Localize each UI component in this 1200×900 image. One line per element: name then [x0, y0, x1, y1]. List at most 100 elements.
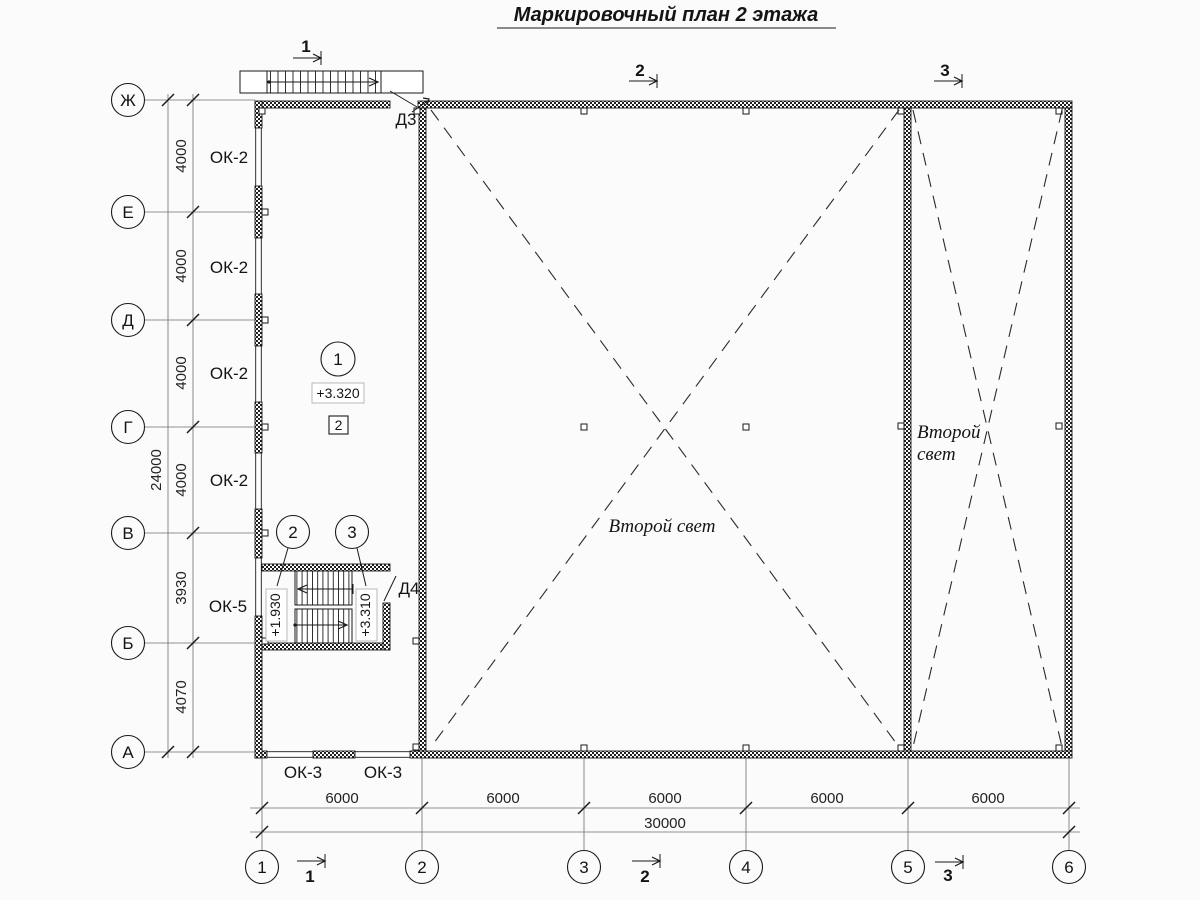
axis-col-label: 1 [257, 858, 266, 877]
door-d4-label: Д4 [399, 579, 420, 598]
left-wall-pier [254, 293, 263, 347]
window-ok3 [266, 751, 314, 758]
axis-row-label: Ж [120, 91, 136, 110]
axis-col-label: 2 [417, 858, 426, 877]
axis5-wall [903, 107, 912, 752]
level-stair-intermediate: +1.930 [267, 593, 283, 636]
axis-col-label: 4 [741, 858, 750, 877]
bottom-wall-pier [312, 750, 356, 759]
callout-circle [334, 514, 370, 550]
axis-grid-rows: Ж Е Д Г В Б А [110, 82, 255, 770]
dim-segment: 4070 [173, 680, 190, 713]
axis-grid-cols: 1 2 3 4 5 6 [244, 758, 1087, 885]
second-light-right-line2: свет [917, 444, 956, 465]
stairwell-bottom-wall [261, 642, 391, 651]
door-d3: Д3 [389, 90, 430, 129]
node-number: 2 [335, 417, 343, 433]
window-openings [255, 127, 411, 758]
section-mark-label: 1 [301, 37, 310, 56]
callout-circle [275, 514, 311, 550]
door-leaf [389, 90, 418, 108]
window-ok2 [255, 237, 262, 295]
axis-row-label: В [122, 524, 133, 543]
window-label-ok3: ОК-3 [284, 763, 322, 782]
stair-direction-arrow [368, 77, 380, 87]
dim-segment: 6000 [325, 790, 358, 807]
dim-segment: 6000 [648, 790, 681, 807]
section-marks: 1 2 3 1 2 3 [293, 37, 965, 886]
page-title: Маркировочный план 2 этажа [514, 4, 819, 26]
column-markers [258, 107, 1063, 752]
window-ok5 [255, 557, 262, 617]
dim-segment: 6000 [971, 790, 1004, 807]
dim-segment: 4000 [173, 463, 190, 496]
window-ok2 [255, 127, 262, 187]
flight-arrow-left [296, 584, 308, 594]
axis-row-label: Е [122, 203, 133, 222]
top-wall-right [417, 100, 1073, 109]
axis-col-label: 6 [1064, 858, 1073, 877]
axis-row-label: Б [122, 634, 133, 653]
window-ok3 [354, 751, 411, 758]
vertical-dimensions: 4000 4000 4000 4000 3930 4070 24000 [148, 93, 200, 759]
window-label-ok3: ОК-3 [364, 763, 402, 782]
axis-row-label: Д [122, 311, 134, 330]
second-light-hall-label: Второй свет [609, 516, 716, 537]
left-wall-pier [254, 615, 263, 759]
dim-segment: 4000 [173, 139, 190, 172]
level-floor: +3.320 [316, 385, 359, 401]
door-leader [411, 99, 430, 113]
dim-segment: 6000 [810, 790, 843, 807]
callout-stair-right: 3 [347, 523, 356, 542]
stairwell-right-wall [382, 602, 391, 651]
dim-segment: 4000 [173, 249, 190, 282]
axis2-wall [418, 107, 427, 752]
dim-segment: 6000 [486, 790, 519, 807]
left-wall-pier [254, 508, 263, 559]
dim-segment: 4000 [173, 356, 190, 389]
axis-row-label: Г [123, 418, 132, 437]
callout-stair-left: 2 [288, 523, 297, 542]
door-d3-label: Д3 [396, 110, 417, 129]
window-label-ok5: ОК-5 [209, 597, 247, 616]
bottom-wall [409, 750, 1073, 759]
drawing-title: Маркировочный план 2 этажа [497, 4, 836, 29]
section-mark-label: 3 [940, 61, 949, 80]
void-crosses: Второй свет Второй свет [430, 109, 1063, 748]
room-number: 1 [333, 350, 342, 369]
second-light-right-line1: Второй [917, 422, 981, 443]
window-ok2 [255, 345, 262, 403]
window-label-ok2: ОК-2 [210, 148, 248, 167]
stair-lower-flight [294, 608, 353, 644]
window-label-ok2: ОК-2 [210, 364, 248, 383]
window-labels: ОК-2 ОК-2 ОК-2 ОК-2 ОК-5 ОК-3 ОК-3 [209, 148, 402, 782]
window-label-ok2: ОК-2 [210, 471, 248, 490]
section-mark-label: 2 [640, 867, 649, 886]
axis-col-label: 3 [579, 858, 588, 877]
level-stair-upper: +3.310 [357, 593, 373, 636]
axis-col-label: 5 [903, 858, 912, 877]
axis-row-label: А [122, 743, 134, 762]
interior-stairwell: Д4 +1.930 +3.310 2 3 [265, 514, 420, 644]
flight-arrow-right [337, 620, 349, 630]
room-annotations: 1 +3.320 2 [311, 341, 365, 435]
door-leaf [383, 575, 397, 602]
window-ok2 [255, 452, 262, 510]
stair-upper-flight [294, 570, 353, 606]
section-mark-label: 3 [943, 866, 952, 885]
walls [254, 100, 1073, 759]
section-mark-label: 1 [305, 867, 314, 886]
window-label-ok2: ОК-2 [210, 258, 248, 277]
dim-total-vertical: 24000 [148, 449, 165, 491]
horizontal-dimensions: 6000 6000 6000 6000 6000 30000 [250, 790, 1080, 839]
node-box [328, 415, 349, 435]
top-wall-left [254, 100, 391, 109]
left-wall-pier [254, 401, 263, 454]
dim-segment: 3930 [173, 571, 190, 604]
exterior-stair [239, 70, 424, 94]
right-wall [1064, 107, 1073, 752]
room-number-circle [320, 341, 356, 377]
section-mark-label: 2 [635, 61, 644, 80]
